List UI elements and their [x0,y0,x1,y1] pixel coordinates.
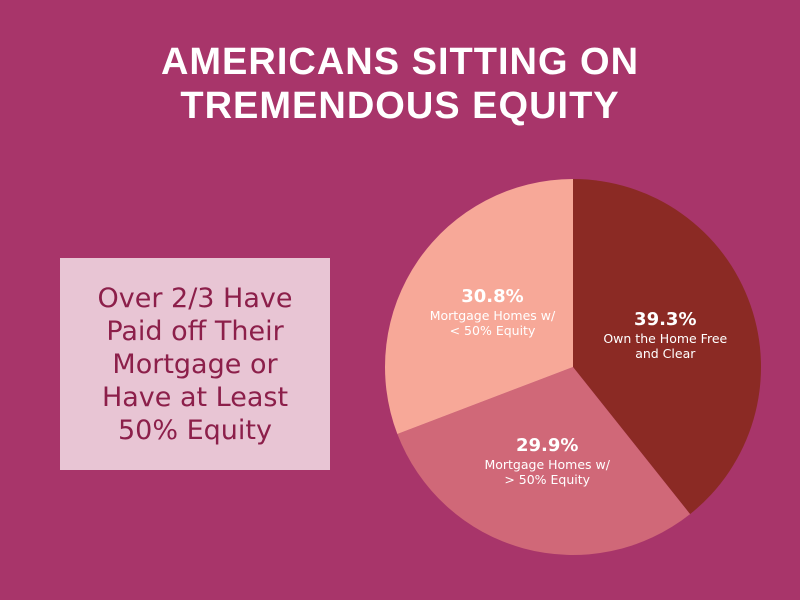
chart-title: AMERICANS SITTING ON TREMENDOUS EQUITY [160,41,640,127]
value-label: 39.3% [634,308,697,330]
category-label: Own the Home Free and Clear [603,330,728,361]
category-label: Mortgage Homes w/ < 50% Equity [429,307,556,338]
pie-slice [573,179,762,515]
slice-label: 30.8% Mortgage Homes w/ < 50% Equity [427,286,557,338]
category-label: Mortgage Homes w/ > 50% Equity [484,457,610,488]
value-label: 30.8% [461,285,524,307]
pie-slice [397,367,691,555]
value-label: 29.9% [515,435,579,457]
slice-label: 29.9% Mortgage Homes w/ > 50% Equity [482,435,612,487]
annotation: Over 2/3 Have Paid off Their Mortgage or… [60,258,330,470]
pie-slice [385,179,573,435]
slice-label: 39.3% Own the Home Free and Clear [600,309,730,361]
